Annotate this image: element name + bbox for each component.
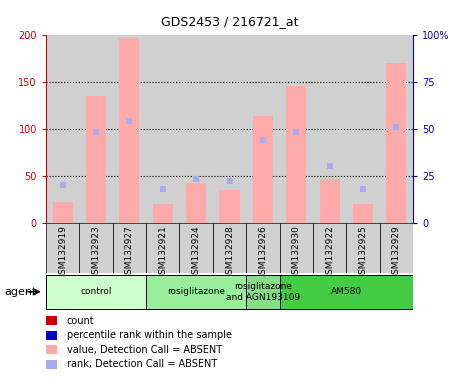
Text: rank, Detection Call = ABSENT: rank, Detection Call = ABSENT (67, 359, 217, 369)
Text: GSM132927: GSM132927 (125, 225, 134, 280)
Bar (286, 86, 306, 223)
Bar (253, 116, 273, 223)
Point (159, 186, 167, 192)
Bar (46, 275, 146, 309)
Text: GSM132919: GSM132919 (58, 225, 67, 280)
Text: GSM132924: GSM132924 (191, 225, 201, 280)
Bar (79, 223, 112, 273)
Point (226, 178, 233, 184)
Text: rosiglitazone
and AGN193109: rosiglitazone and AGN193109 (226, 282, 300, 301)
Bar (186, 183, 206, 223)
Bar (86, 96, 106, 223)
Bar (313, 35, 347, 223)
Bar (246, 223, 280, 273)
Bar (386, 63, 406, 223)
Point (192, 176, 200, 182)
Bar (319, 179, 340, 223)
Bar (112, 223, 146, 273)
Bar (286, 86, 306, 223)
Text: GSM132922: GSM132922 (325, 225, 334, 280)
Point (92, 129, 100, 136)
Text: GSM132923: GSM132923 (91, 225, 101, 280)
Bar (280, 275, 413, 309)
Point (126, 118, 133, 124)
Bar (53, 202, 73, 223)
Bar (153, 204, 173, 223)
Text: GSM132921: GSM132921 (158, 225, 167, 280)
Point (393, 124, 400, 130)
Point (292, 129, 300, 136)
Text: agent: agent (5, 287, 37, 297)
Point (393, 124, 400, 130)
Bar (79, 35, 112, 223)
Point (192, 176, 200, 182)
Bar (386, 63, 406, 223)
Point (59, 182, 66, 188)
Bar (179, 223, 213, 273)
Bar (219, 190, 240, 223)
Bar (213, 223, 246, 273)
Point (226, 178, 233, 184)
Bar (246, 35, 280, 223)
Bar (119, 38, 140, 223)
Bar (46, 223, 79, 273)
Text: GSM132929: GSM132929 (392, 225, 401, 280)
Bar (219, 190, 240, 223)
Point (259, 137, 267, 143)
Text: GSM132925: GSM132925 (358, 225, 368, 280)
Bar (347, 223, 380, 273)
Bar (86, 96, 106, 223)
Bar (253, 116, 273, 223)
Bar (319, 179, 340, 223)
Point (326, 163, 333, 169)
Bar (353, 204, 373, 223)
Text: AM580: AM580 (331, 287, 362, 296)
Text: rosiglitazone: rosiglitazone (167, 287, 225, 296)
Bar (313, 223, 347, 273)
Bar (146, 223, 179, 273)
Bar (353, 204, 373, 223)
Bar (119, 38, 140, 223)
Bar (213, 35, 246, 223)
Point (92, 129, 100, 136)
Text: value, Detection Call = ABSENT: value, Detection Call = ABSENT (67, 345, 222, 355)
Bar (179, 35, 213, 223)
Point (326, 163, 333, 169)
Bar (246, 275, 280, 309)
Point (259, 137, 267, 143)
Bar (46, 35, 79, 223)
Point (292, 129, 300, 136)
Text: control: control (80, 287, 112, 296)
Bar (53, 202, 73, 223)
Point (59, 182, 66, 188)
Point (126, 118, 133, 124)
Bar (280, 35, 313, 223)
Text: GDS2453 / 216721_at: GDS2453 / 216721_at (161, 15, 298, 28)
Bar (146, 35, 179, 223)
Point (359, 186, 367, 192)
Bar (186, 183, 206, 223)
Text: GSM132928: GSM132928 (225, 225, 234, 280)
Bar (380, 223, 413, 273)
Text: count: count (67, 316, 94, 326)
Point (159, 186, 167, 192)
Text: percentile rank within the sample: percentile rank within the sample (67, 330, 231, 340)
Bar (380, 35, 413, 223)
Point (359, 186, 367, 192)
Bar (146, 275, 246, 309)
Text: GSM132930: GSM132930 (292, 225, 301, 280)
Bar (112, 35, 146, 223)
Text: GSM132926: GSM132926 (258, 225, 268, 280)
Bar (153, 204, 173, 223)
Bar (280, 223, 313, 273)
Bar (347, 35, 380, 223)
